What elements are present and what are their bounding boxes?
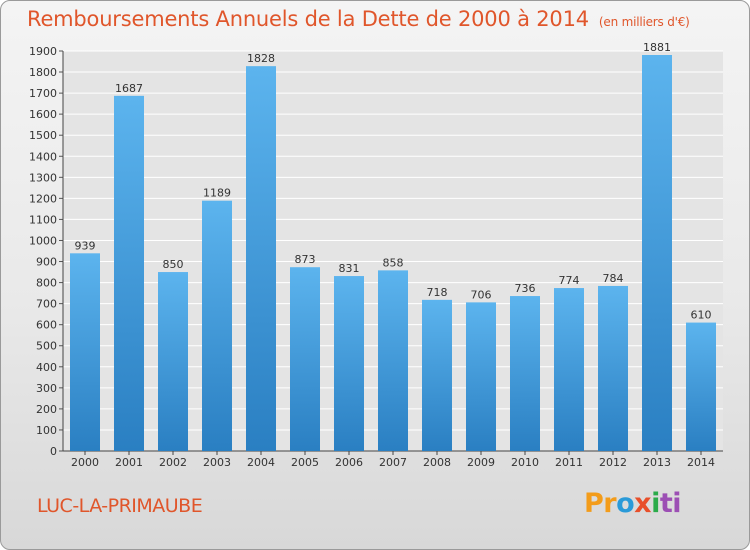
bar-value-label: 610	[691, 309, 712, 322]
y-tick-label: 1200	[29, 192, 57, 205]
logo-part-3: x	[634, 488, 652, 519]
bar-value-label: 858	[383, 256, 404, 269]
x-tick-label: 2000	[71, 456, 99, 469]
bar-value-label: 939	[75, 239, 96, 252]
bar	[114, 95, 144, 451]
logo-part-1: Pr	[584, 488, 617, 519]
x-tick-label: 2013	[643, 456, 671, 469]
bar	[554, 288, 584, 451]
bar-value-label: 1881	[643, 41, 671, 54]
bar-value-label: 1687	[115, 82, 143, 95]
bar-value-label: 736	[515, 282, 536, 295]
y-tick-label: 1800	[29, 66, 57, 79]
y-tick-label: 100	[36, 424, 57, 437]
bar	[642, 55, 672, 451]
bar-value-label: 873	[295, 253, 316, 266]
logo-part-4: i	[651, 488, 660, 519]
bar-value-label: 1828	[247, 52, 275, 65]
city-name: LUC-LA-PRIMAUBE	[37, 495, 203, 517]
bar	[686, 322, 716, 451]
y-tick-label: 700	[36, 298, 57, 311]
y-tick-label: 500	[36, 340, 57, 353]
bar-value-label: 706	[471, 288, 492, 301]
bar	[378, 270, 408, 451]
x-tick-label: 2010	[511, 456, 539, 469]
x-tick-label: 2009	[467, 456, 495, 469]
logo-part-5: ti	[659, 488, 682, 519]
x-tick-label: 2004	[247, 456, 275, 469]
x-tick-label: 2003	[203, 456, 231, 469]
bar-value-label: 718	[427, 286, 448, 299]
bar-value-label: 831	[339, 262, 360, 275]
bar	[510, 296, 540, 451]
x-tick-label: 2001	[115, 456, 143, 469]
bar-value-label: 850	[163, 258, 184, 271]
y-tick-label: 900	[36, 256, 57, 269]
bar-value-label: 774	[559, 274, 580, 287]
y-tick-label: 1300	[29, 171, 57, 184]
x-tick-label: 2006	[335, 456, 363, 469]
x-tick-label: 2008	[423, 456, 451, 469]
bar	[246, 66, 276, 451]
y-tick-label: 300	[36, 382, 57, 395]
chart-title: Remboursements Annuels de la Dette de 20…	[27, 7, 690, 31]
bar	[598, 285, 628, 451]
y-tick-label: 1500	[29, 129, 57, 142]
y-tick-label: 200	[36, 403, 57, 416]
chart-title-text: Remboursements Annuels de la Dette de 20…	[27, 7, 589, 31]
unit-note: (en milliers d'€)	[598, 15, 690, 29]
y-tick-label: 0	[50, 445, 57, 458]
proxiti-logo: Proxiti	[584, 488, 682, 519]
bar	[202, 200, 232, 451]
bar-value-label: 784	[603, 272, 624, 285]
x-tick-label: 2002	[159, 456, 187, 469]
bar-value-label: 1189	[203, 187, 231, 200]
y-tick-label: 1100	[29, 213, 57, 226]
y-tick-label: 800	[36, 277, 57, 290]
logo-part-2: o	[616, 488, 635, 519]
x-tick-label: 2011	[555, 456, 583, 469]
bar	[70, 253, 100, 451]
y-tick-label: 1700	[29, 87, 57, 100]
y-tick-label: 1000	[29, 234, 57, 247]
bar	[466, 302, 496, 451]
y-tick-label: 1600	[29, 108, 57, 121]
x-tick-label: 2014	[687, 456, 715, 469]
bar	[158, 272, 188, 451]
y-tick-label: 1400	[29, 150, 57, 163]
x-tick-label: 2005	[291, 456, 319, 469]
y-tick-label: 600	[36, 319, 57, 332]
y-tick-label: 1900	[29, 45, 57, 58]
x-tick-label: 2007	[379, 456, 407, 469]
x-tick-label: 2012	[599, 456, 627, 469]
y-tick-label: 400	[36, 361, 57, 374]
bar	[334, 276, 364, 451]
bar	[422, 299, 452, 451]
bar	[290, 267, 320, 451]
